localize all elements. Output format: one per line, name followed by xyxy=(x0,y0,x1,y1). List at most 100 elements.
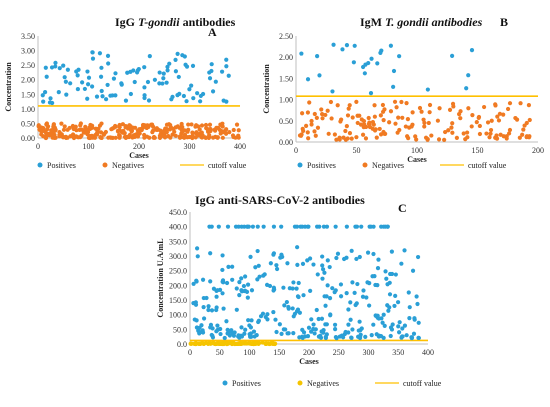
negative-point xyxy=(52,135,57,140)
negative-point xyxy=(497,111,503,116)
positive-point xyxy=(391,84,396,89)
negative-point xyxy=(312,111,317,117)
negative-point xyxy=(388,109,394,114)
positive-point xyxy=(195,254,200,259)
positive-point xyxy=(325,258,330,263)
y-tick-label: 1.50 xyxy=(21,90,35,99)
negative-point xyxy=(164,129,169,135)
negative-point xyxy=(443,129,448,135)
negative-point xyxy=(220,124,225,129)
positive-point xyxy=(85,69,90,74)
positive-point xyxy=(200,277,206,282)
positive-point xyxy=(167,61,172,66)
positive-point xyxy=(64,92,69,97)
x-tick-label: 0 xyxy=(188,348,192,357)
positive-point xyxy=(224,99,229,104)
positive-point xyxy=(194,318,199,323)
positive-point xyxy=(248,254,253,259)
negative-point xyxy=(372,103,377,108)
negative-point xyxy=(117,122,122,128)
positive-point xyxy=(220,291,225,296)
positive-point-capped xyxy=(321,224,327,229)
positive-point xyxy=(157,81,162,86)
positive-point xyxy=(365,250,371,255)
x-tick-label: 200 xyxy=(532,146,544,155)
negative-point xyxy=(98,130,104,135)
positive-point xyxy=(214,305,219,310)
positive-point xyxy=(182,54,187,59)
negative-point xyxy=(220,135,225,140)
positive-point xyxy=(346,322,351,327)
positive-point xyxy=(86,75,92,80)
positive-point xyxy=(290,286,295,291)
positive-point xyxy=(334,255,339,261)
positive-point-capped xyxy=(333,224,338,229)
positive-point xyxy=(142,65,147,70)
positive-point xyxy=(161,71,166,76)
positive-point xyxy=(364,295,369,300)
positive-point xyxy=(271,309,276,315)
positive-point xyxy=(306,325,312,330)
positive-point xyxy=(373,282,378,288)
positive-point xyxy=(243,274,248,279)
positive-point xyxy=(291,331,296,336)
legend-label-positives: Positives xyxy=(232,379,261,388)
positive-point xyxy=(145,79,151,85)
negative-point xyxy=(99,121,104,126)
positive-point xyxy=(279,331,284,336)
positive-point-capped xyxy=(250,224,255,229)
positive-point xyxy=(63,79,68,84)
positive-point xyxy=(402,248,407,253)
negative-point xyxy=(392,99,398,104)
negative-point xyxy=(328,99,334,105)
positive-point xyxy=(368,91,374,96)
positive-point xyxy=(296,280,301,286)
negative-point xyxy=(461,131,466,136)
positive-point xyxy=(198,93,203,99)
chart-title: IgG anti-SARS-CoV-2 antibodies xyxy=(195,193,365,207)
legend-label-cutoff: cutoff value xyxy=(468,161,507,170)
negative-point xyxy=(85,127,90,133)
negative-point xyxy=(89,135,94,140)
x-axis-label: Cases xyxy=(299,357,319,366)
positive-point xyxy=(85,96,90,101)
positive-point xyxy=(243,327,248,332)
negative-point xyxy=(507,127,513,133)
positive-point xyxy=(309,317,314,322)
legend-marker-positives xyxy=(37,162,43,168)
positive-point xyxy=(295,245,300,250)
positive-point xyxy=(425,87,430,92)
negative-point xyxy=(354,99,359,104)
positive-point xyxy=(313,327,318,332)
negative-point xyxy=(162,132,167,137)
negative-point xyxy=(304,123,309,128)
negative-point xyxy=(427,110,432,115)
positive-point xyxy=(136,66,141,72)
negative-point xyxy=(320,116,325,121)
negative-point xyxy=(190,130,195,135)
negative-point xyxy=(62,124,67,129)
negative-point xyxy=(309,118,314,124)
y-tick-label: 0.00 xyxy=(21,134,35,143)
legend-marker-negatives xyxy=(297,380,303,386)
y-tick-label: 2.50 xyxy=(279,32,293,41)
positive-point xyxy=(305,258,310,263)
negative-point xyxy=(429,133,434,138)
negative-point xyxy=(129,129,134,134)
negative-point xyxy=(236,128,241,133)
positive-point xyxy=(128,91,133,97)
negative-point xyxy=(413,134,418,139)
positive-point xyxy=(389,249,394,254)
positive-point xyxy=(314,307,319,313)
negative-point xyxy=(197,127,202,132)
positive-point xyxy=(320,276,325,281)
negative-point xyxy=(207,122,213,127)
negative-point xyxy=(507,101,513,106)
chart-panel-c: IgG anti-SARS-CoV-2 antibodies C 0.0 50.0 10… xyxy=(156,193,442,388)
negative-point xyxy=(187,134,192,140)
positive-point xyxy=(97,51,103,56)
positive-point xyxy=(53,64,58,69)
positive-point xyxy=(57,66,62,71)
positive-point xyxy=(214,288,219,293)
positive-point xyxy=(75,86,80,92)
